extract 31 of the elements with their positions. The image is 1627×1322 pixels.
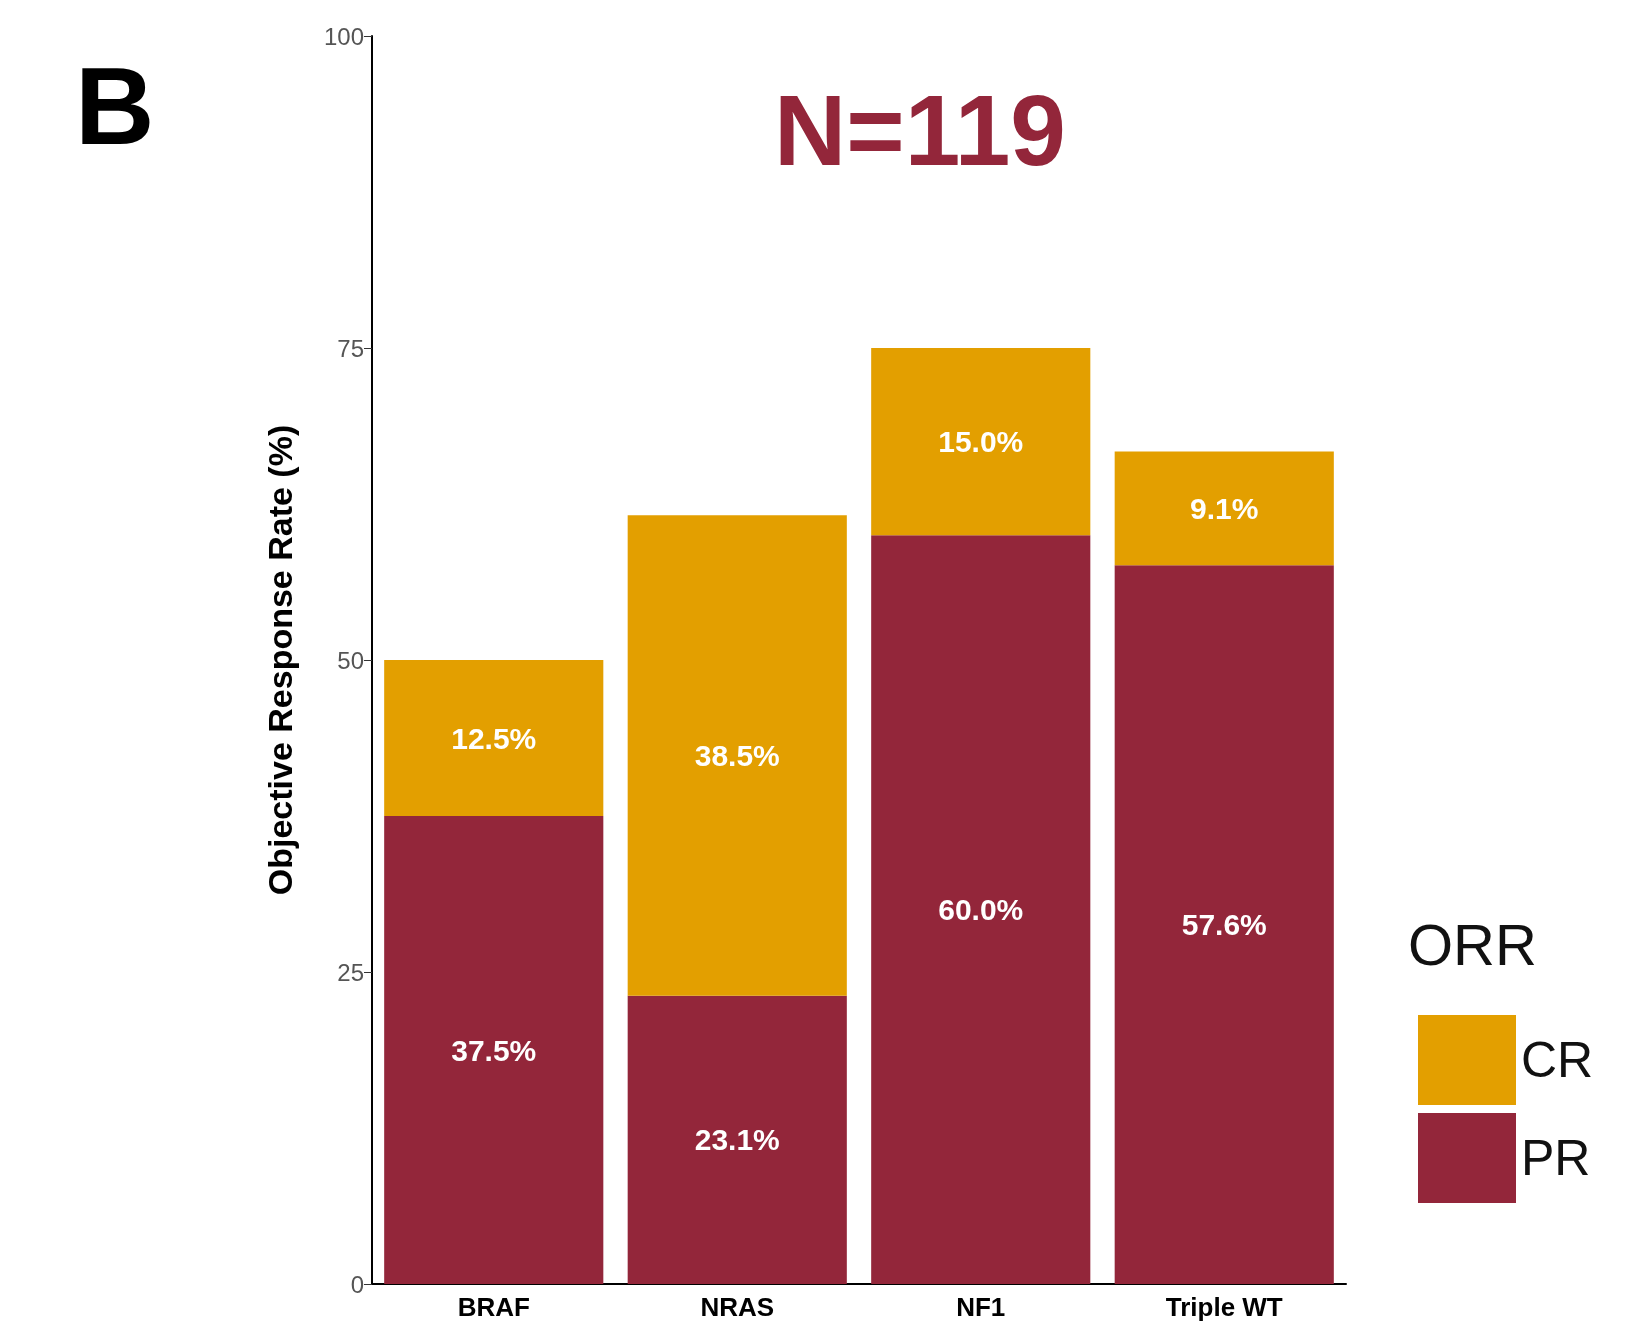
bar: [627, 995, 847, 1284]
data-label: 60.0%: [938, 893, 1024, 927]
y-axis-title: Objective Response Rate (%): [261, 424, 299, 896]
y-tick-label: 25: [337, 958, 364, 986]
y-tick-label: 50: [337, 646, 364, 674]
x-tick-label: Triple WT: [1165, 1292, 1283, 1322]
data-label: 9.1%: [1190, 491, 1259, 525]
x-tick-label: NF1: [956, 1292, 1006, 1322]
x-tick-label: BRAF: [457, 1292, 530, 1322]
bar: [384, 816, 604, 1284]
data-label: 12.5%: [451, 721, 537, 755]
bar: [1114, 451, 1334, 566]
bar: [871, 348, 1091, 536]
data-label: 38.5%: [694, 738, 780, 772]
y-tick-label: 75: [337, 334, 364, 362]
x-tick-label: NRAS: [700, 1292, 775, 1322]
bar: [384, 660, 604, 816]
legend-title: ORR: [1408, 911, 1537, 977]
legend-label: PR: [1521, 1130, 1591, 1186]
bar: [627, 515, 847, 996]
y-tick-label: 0: [350, 1270, 364, 1298]
data-label: 37.5%: [451, 1033, 537, 1067]
chart-title: N=119: [774, 74, 1066, 186]
data-label: 15.0%: [938, 425, 1024, 459]
data-label: 57.6%: [1181, 908, 1267, 942]
bar: [871, 535, 1091, 1284]
data-label: 23.1%: [694, 1123, 780, 1157]
y-tick-label: 100: [323, 22, 364, 50]
bar: [1114, 565, 1334, 1284]
text: B: [75, 43, 155, 167]
legend-label: CR: [1521, 1032, 1594, 1088]
